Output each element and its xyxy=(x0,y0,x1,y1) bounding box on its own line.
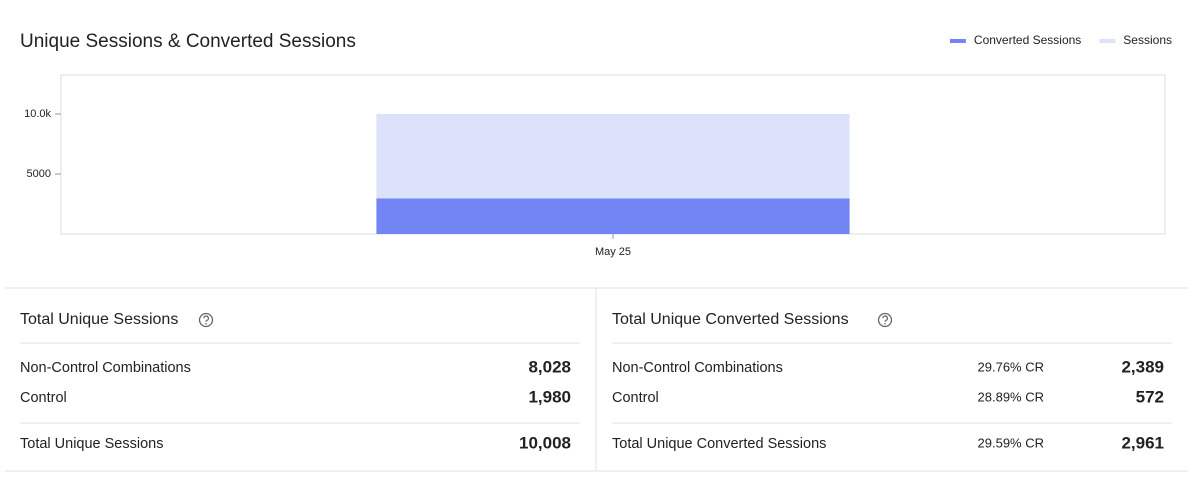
conversion-rate: 29.76% CR xyxy=(978,359,1044,374)
chart-title: Unique Sessions & Converted Sessions xyxy=(20,31,356,52)
row-label: Control xyxy=(20,390,67,406)
legend-label: Converted Sessions xyxy=(974,33,1081,47)
legend-swatch xyxy=(1099,39,1116,43)
y-tick-label: 5000 xyxy=(27,168,51,180)
help-icon[interactable] xyxy=(198,312,214,328)
panel-title: Total Unique Converted Sessions xyxy=(612,311,849,328)
row-value: 10,008 xyxy=(519,433,571,452)
panel-title: Total Unique Sessions xyxy=(20,311,178,328)
row-label: Control xyxy=(612,390,659,406)
row-value: 572 xyxy=(1136,387,1164,406)
row-label: Non-Control Combinations xyxy=(612,360,783,376)
help-icon[interactable] xyxy=(877,312,893,328)
row-label: Non-Control Combinations xyxy=(20,360,191,376)
bar xyxy=(376,198,850,234)
legend-label: Sessions xyxy=(1123,33,1172,47)
row-label: Total Unique Converted Sessions xyxy=(612,436,826,452)
row-value: 2,961 xyxy=(1121,433,1164,452)
row-value: 1,980 xyxy=(528,387,571,406)
row-label: Total Unique Sessions xyxy=(20,436,163,452)
y-tick-label: 10.0k xyxy=(24,108,51,120)
conversion-rate: 28.89% CR xyxy=(978,389,1044,404)
row-value: 8,028 xyxy=(528,357,571,376)
legend-swatch xyxy=(949,39,966,43)
x-tick-label: May 25 xyxy=(595,246,631,258)
row-value: 2,389 xyxy=(1121,357,1164,376)
conversion-rate: 29.59% CR xyxy=(978,435,1044,450)
